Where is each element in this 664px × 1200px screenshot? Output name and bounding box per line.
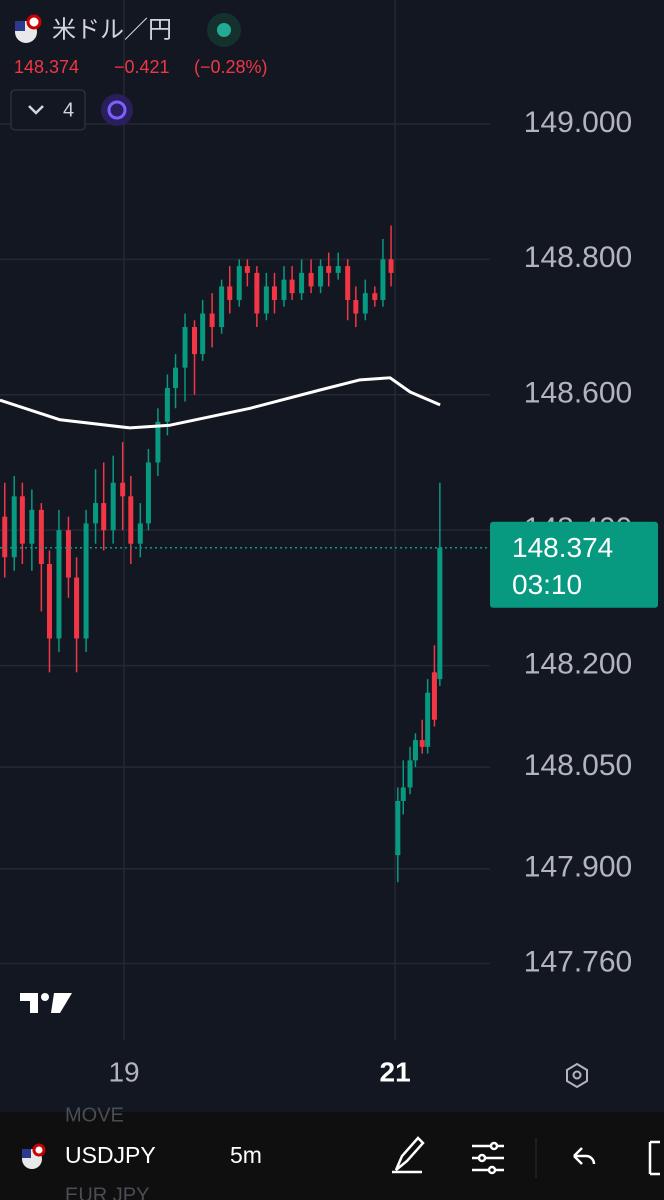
candle-body <box>345 266 351 300</box>
candle-body <box>395 800 401 856</box>
y-tick-label: 148.200 <box>524 647 632 680</box>
candle-body <box>271 286 277 300</box>
bottom-toolbar <box>0 1112 664 1200</box>
candle-body <box>227 286 233 300</box>
candle-body <box>419 740 425 747</box>
market-status-dot <box>217 23 231 37</box>
hidden-list-item: MOVE <box>65 1104 124 1126</box>
bottom-symbol[interactable]: USDJPY <box>65 1142 156 1168</box>
y-tick-label: 149.000 <box>524 106 632 139</box>
candle-body <box>219 286 225 328</box>
symbol-flag <box>15 14 42 43</box>
price-change-percent: (−0.28%) <box>194 57 268 77</box>
candle-body <box>19 496 25 544</box>
candle-body <box>93 503 99 524</box>
sync-button[interactable] <box>101 94 133 126</box>
candle-body <box>388 259 394 273</box>
last-price-label: 148.374 <box>512 532 613 563</box>
candle-body <box>192 327 198 355</box>
candle-body <box>145 462 151 524</box>
candle-body <box>299 272 305 294</box>
candle-body <box>101 503 107 531</box>
candle-body <box>74 577 80 639</box>
candle-body <box>281 279 287 300</box>
candle-body <box>65 530 71 578</box>
indicator-count: 4 <box>63 99 74 121</box>
candle-body <box>155 421 161 463</box>
y-tick-label: 148.050 <box>524 749 632 782</box>
candle-body <box>46 564 52 639</box>
x-tick-label: 19 <box>108 1056 139 1087</box>
candle-body <box>308 272 314 287</box>
indicators-button[interactable] <box>472 1141 504 1175</box>
candle-body <box>38 509 44 565</box>
candle-body <box>380 259 386 300</box>
candle-body <box>289 279 295 294</box>
candle-body <box>326 266 332 273</box>
candle-body <box>407 760 413 788</box>
candle-body <box>200 313 206 355</box>
y-tick-label: 147.900 <box>524 851 632 884</box>
candle-body <box>182 327 188 368</box>
candle-body <box>244 266 250 273</box>
last-price: 148.374 <box>14 57 79 77</box>
tradingview-logo <box>20 993 72 1013</box>
interval-button[interactable]: 5m <box>230 1142 262 1168</box>
more-button[interactable] <box>648 1140 660 1176</box>
y-tick-label: 148.600 <box>524 377 632 410</box>
x-tick-label: 21 <box>380 1056 411 1087</box>
y-tick-label: 147.760 <box>524 945 632 978</box>
candle-body <box>437 547 443 680</box>
symbol-name[interactable]: 米ドル／円 <box>52 16 172 43</box>
settings-button[interactable] <box>566 1062 588 1089</box>
indicator-toggle[interactable] <box>10 89 86 131</box>
hidden-list-item: EUR JPY <box>65 1184 149 1200</box>
candle-body <box>56 530 62 639</box>
candle-body <box>29 509 35 544</box>
settings-icon <box>572 1070 582 1080</box>
candle-body <box>137 523 143 544</box>
y-tick-label: 148.800 <box>524 241 632 274</box>
chevron-icon <box>28 105 44 115</box>
candle-body <box>128 496 134 544</box>
price-change: −0.421 <box>114 57 170 77</box>
candle-body <box>110 482 116 531</box>
candle-body <box>362 293 368 314</box>
candle-body <box>254 272 260 314</box>
sync-icon <box>107 100 127 120</box>
candle-body <box>120 482 126 497</box>
candle-body <box>236 266 242 300</box>
candle-body <box>83 523 89 639</box>
last-price-box <box>490 521 658 608</box>
candle-body <box>209 313 215 328</box>
moving-average <box>0 376 441 430</box>
candle-body <box>431 672 437 720</box>
candle-body <box>11 496 17 558</box>
candle-body <box>335 266 341 273</box>
candle-body <box>318 266 324 287</box>
candle-body <box>164 387 170 422</box>
drawing-tool-button[interactable] <box>392 1136 425 1174</box>
undo-button[interactable] <box>573 1147 596 1165</box>
candle-body <box>400 787 406 801</box>
candle-body <box>2 516 8 558</box>
candle-body <box>372 293 378 300</box>
candle-body <box>412 740 418 761</box>
bottom-flag <box>22 1143 46 1169</box>
plot: 149.000148.800148.600148.400148.200148.0… <box>0 0 658 1087</box>
candle-body <box>173 367 179 388</box>
candle-body <box>263 286 269 314</box>
bar-countdown: 03:10 <box>512 569 582 600</box>
candle-body <box>353 299 359 314</box>
candle-body <box>425 692 431 747</box>
